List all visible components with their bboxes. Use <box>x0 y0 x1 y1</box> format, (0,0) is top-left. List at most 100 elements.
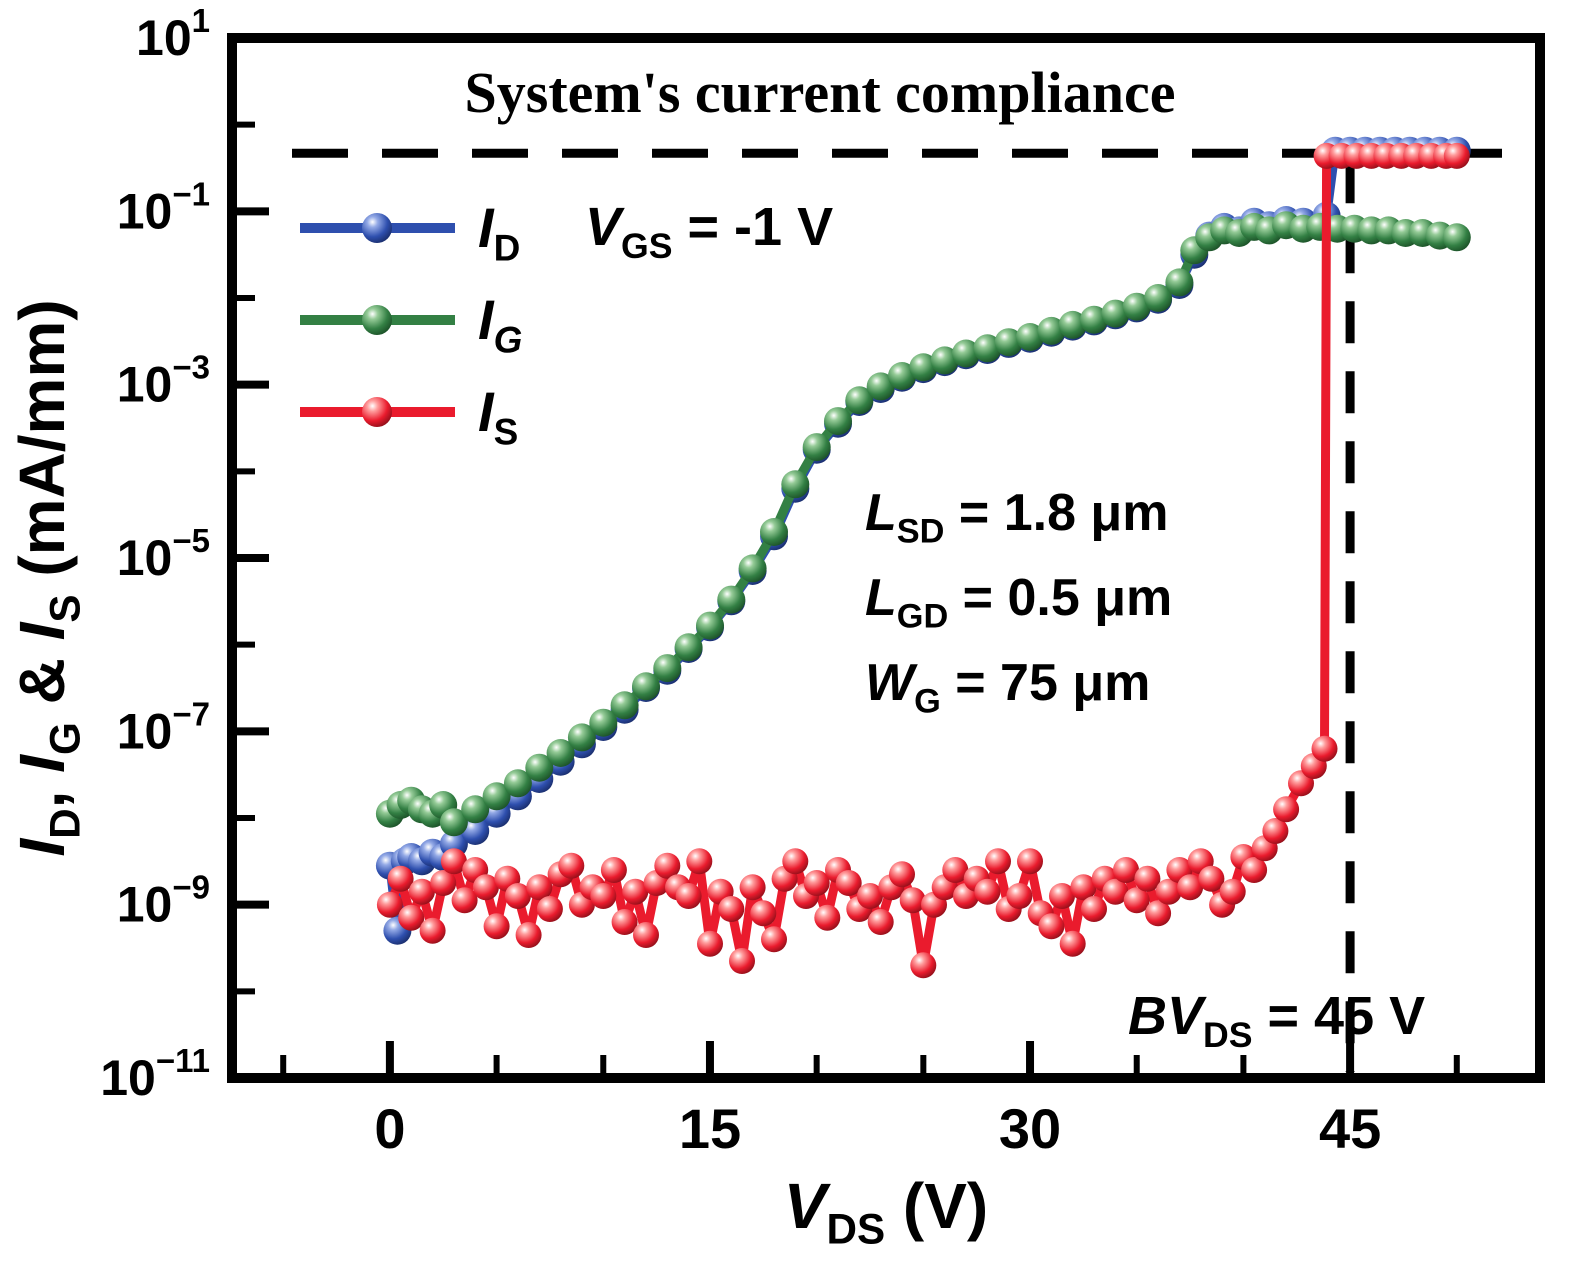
series-is-marker <box>472 874 499 901</box>
compliance-label: System's current compliance <box>465 60 1176 125</box>
legend-marker-ig <box>362 305 392 335</box>
y-tick-label: 10−1 <box>117 175 210 239</box>
series-is-marker <box>440 848 467 875</box>
series-ig-marker <box>632 672 660 701</box>
series-ig-marker <box>1080 305 1108 334</box>
series-is-marker <box>1145 900 1172 927</box>
series-ig-marker <box>525 753 554 782</box>
legend-item-ig: IG <box>300 288 522 360</box>
series-ig-marker <box>1058 310 1087 339</box>
series-ig-marker <box>866 372 895 401</box>
bv-label: BVDS = 45 V <box>1128 986 1425 1055</box>
series-is-marker <box>910 952 937 979</box>
x-tick-label: 45 <box>1319 1097 1381 1160</box>
series-is-marker <box>697 930 723 957</box>
series-ig-marker <box>610 691 639 720</box>
series-ig-marker <box>952 339 980 368</box>
series-is-marker <box>515 922 542 948</box>
legend-item-is: IS <box>300 380 518 452</box>
series-is-marker <box>1443 142 1470 169</box>
series-is-marker <box>654 852 681 879</box>
series-ig-marker <box>781 470 810 499</box>
legend-item-id: ID <box>300 196 520 268</box>
vgs-label: VGS = -1 V <box>585 197 833 266</box>
series-ig-marker <box>653 654 682 683</box>
series-is-marker <box>867 909 894 935</box>
x-axis-title: VDS (V) <box>784 1170 988 1252</box>
series-ig-marker <box>738 554 767 583</box>
series-ig-marker <box>845 386 874 415</box>
series-ig-marker <box>589 708 618 737</box>
series-is-marker <box>1113 857 1139 883</box>
series-id-marker <box>461 817 490 845</box>
series-is-marker <box>1219 878 1246 905</box>
series-is-marker <box>974 878 1001 905</box>
series-is-marker <box>686 848 713 875</box>
series-ig-marker <box>503 769 532 798</box>
legend-marker-id <box>362 213 392 243</box>
series-is-marker <box>1070 874 1097 901</box>
series-is-marker <box>1081 896 1107 922</box>
series-is-marker <box>729 948 755 974</box>
series-is-marker <box>1198 865 1225 892</box>
series-ig-marker <box>1101 299 1130 328</box>
y-tick-label: 10−7 <box>117 695 210 759</box>
series-is-marker <box>611 909 638 935</box>
series-is-marker <box>803 870 830 896</box>
series-ig-marker <box>674 633 703 662</box>
plot-frame <box>227 33 1545 1083</box>
legend-marker-is <box>362 397 392 427</box>
series-is-marker <box>1059 930 1086 957</box>
series-is-marker <box>451 887 478 914</box>
series-is-marker <box>536 896 563 922</box>
series-ig-marker <box>930 346 959 375</box>
series-is <box>376 142 1470 979</box>
series-is-marker <box>526 874 553 901</box>
series-is-marker <box>739 874 766 901</box>
series-is-marker <box>1155 878 1182 905</box>
legend-label-is: IS <box>478 380 518 452</box>
series-ig-marker <box>696 611 724 640</box>
series-is-marker <box>899 887 926 914</box>
lsd-label: LSD = 1.8 μm <box>865 484 1168 550</box>
series-is-marker <box>1262 818 1289 844</box>
series-is-marker <box>750 900 777 927</box>
series-ig-marker <box>994 328 1023 357</box>
series-ig-marker <box>1144 284 1173 312</box>
series-is-marker <box>889 861 915 888</box>
x-tick-label: 15 <box>679 1097 741 1160</box>
series-is-marker <box>782 848 809 875</box>
series-ig-marker <box>717 585 746 614</box>
series-ig-marker <box>760 518 788 546</box>
lgd-label: LGD = 0.5 μm <box>865 569 1172 635</box>
series-is-marker <box>558 852 585 879</box>
series-ig-marker <box>546 739 575 767</box>
series-ig-marker <box>973 334 1002 363</box>
series-is-marker <box>814 904 841 931</box>
series-ig-marker <box>824 407 852 436</box>
y-tick-label: 10−9 <box>117 869 210 933</box>
series-is-marker <box>857 883 883 909</box>
series-is-marker <box>430 870 457 896</box>
series-ig-marker <box>1122 292 1151 321</box>
y-tick-label: 10−5 <box>117 522 210 586</box>
series-is-marker <box>1017 848 1043 875</box>
series-is-marker <box>504 883 531 909</box>
series-is-marker <box>675 883 702 909</box>
legend-label-ig: IG <box>478 288 522 360</box>
series-is-marker <box>942 857 969 883</box>
series-is-marker <box>590 883 617 909</box>
series-is-marker <box>622 878 649 905</box>
series-is-marker <box>1038 913 1065 940</box>
series-ig-marker <box>1037 316 1066 345</box>
series-is-marker <box>718 896 745 922</box>
series-is-marker <box>483 913 510 940</box>
series-is-marker <box>1311 735 1338 762</box>
series-ig-marker <box>909 353 938 382</box>
series-ig-marker <box>1442 223 1471 252</box>
series-is-marker <box>1123 887 1150 914</box>
y-tick-label: 10−3 <box>117 349 210 413</box>
series-is-marker <box>419 917 446 944</box>
